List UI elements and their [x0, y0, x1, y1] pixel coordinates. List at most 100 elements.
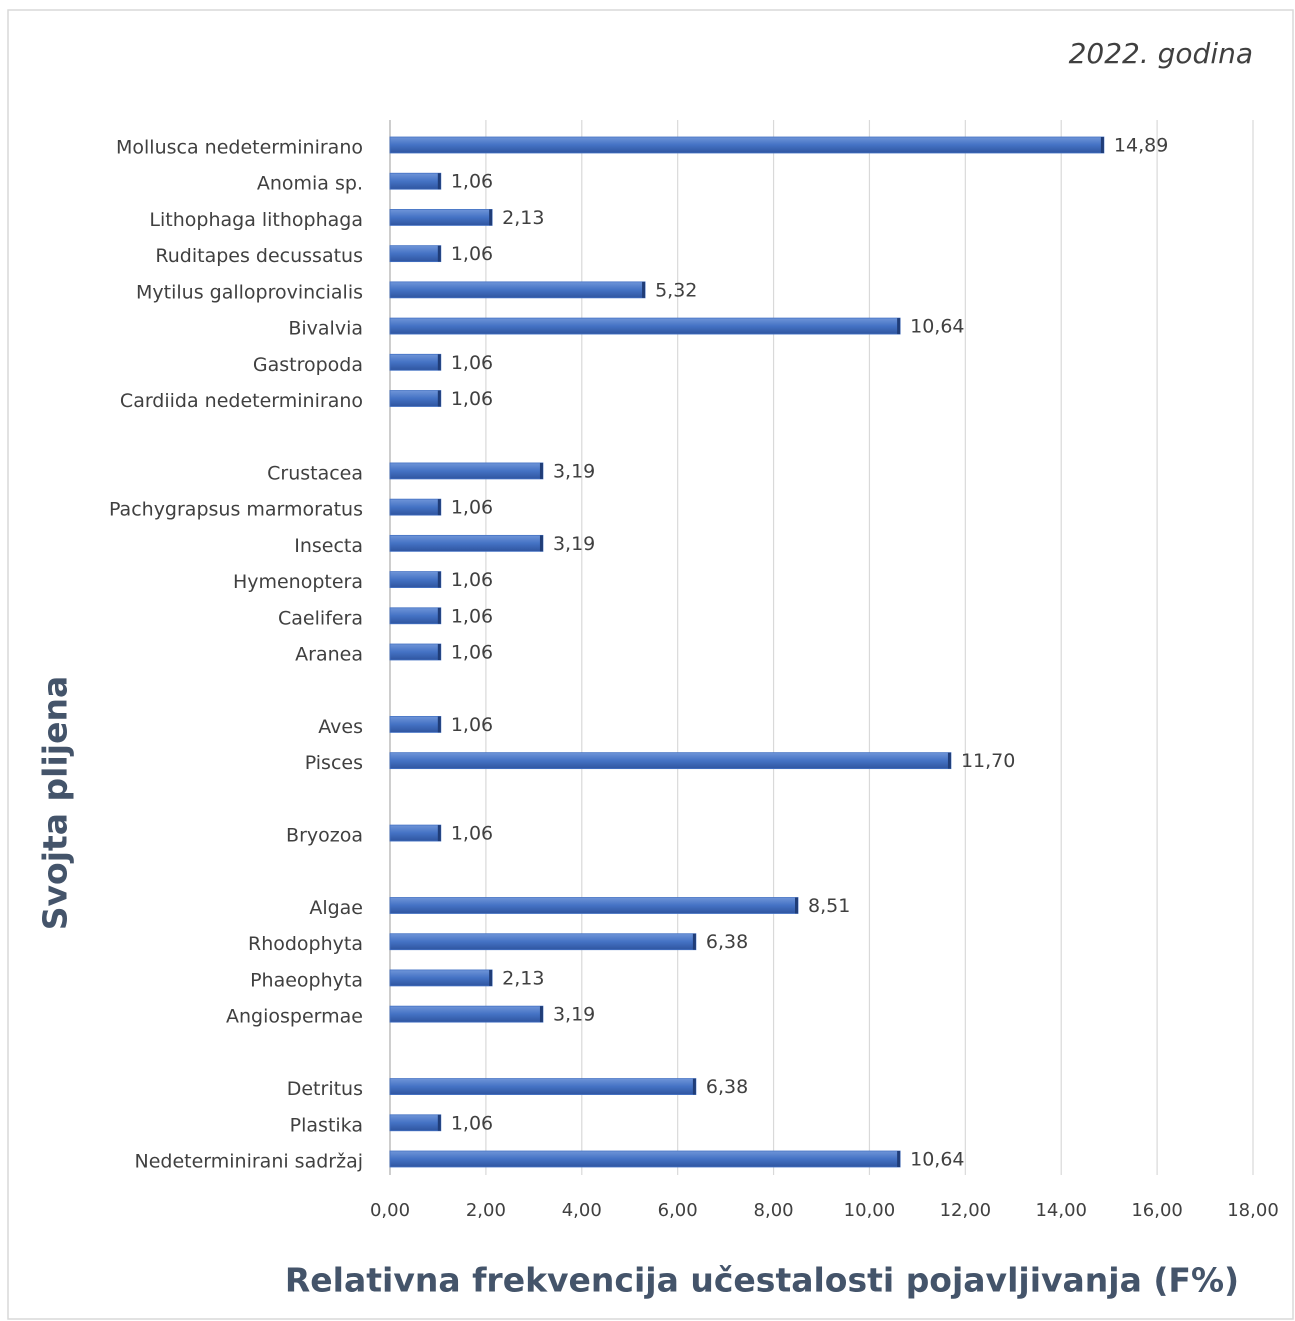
y-tick-label: Plastika	[290, 1114, 363, 1136]
data-label: 1,06	[451, 243, 493, 265]
data-label: 3,19	[553, 1004, 595, 1026]
y-tick-label: Aranea	[295, 644, 363, 666]
bar-edge	[947, 752, 951, 769]
y-tick-label: Lithophaga lithophaga	[149, 209, 363, 231]
y-tick-label: Rhodophyta	[248, 933, 363, 955]
x-tick-label: 4,00	[562, 1200, 602, 1221]
bar	[389, 1114, 442, 1132]
y-tick-label: Cardiida nedeterminirano	[120, 390, 363, 412]
bar	[389, 390, 442, 407]
data-label: 1,06	[451, 569, 493, 591]
data-label: 6,38	[706, 1076, 748, 1098]
y-tick-label: Bivalvia	[288, 318, 363, 340]
bar	[389, 498, 442, 516]
bar-edge	[437, 173, 441, 190]
bar-edge	[437, 825, 441, 842]
data-label: 3,19	[553, 460, 595, 482]
y-tick-label: Bryozoa	[286, 825, 363, 847]
y-tick-label: Angiospermae	[226, 1006, 363, 1028]
x-tick-label: 6,00	[658, 1200, 698, 1221]
data-label: 1,06	[451, 171, 493, 193]
bar	[389, 1078, 697, 1095]
bar-edge	[437, 716, 441, 733]
y-tick-label: Caelifera	[278, 607, 363, 629]
bar-edge	[437, 571, 441, 588]
data-label: 6,38	[706, 931, 748, 953]
bar	[389, 716, 442, 733]
y-tick-label: Hymenoptera	[233, 571, 363, 593]
x-tick-label: 14,00	[1035, 1200, 1087, 1221]
bar	[389, 1150, 901, 1168]
bar	[389, 281, 646, 299]
bar-edge	[489, 969, 493, 986]
data-label: 1,06	[451, 1112, 493, 1134]
data-label: 1,06	[451, 497, 493, 519]
data-label: 11,70	[961, 750, 1015, 772]
x-tick-label: 10,00	[844, 1200, 896, 1221]
bar-edge	[642, 281, 646, 298]
bar	[389, 462, 544, 480]
y-tick-label: Nedeterminirani sadržaj	[134, 1151, 363, 1173]
bar	[389, 897, 799, 914]
data-label: 14,89	[1114, 135, 1168, 157]
bar	[389, 209, 493, 226]
y-tick-label: Crustacea	[267, 462, 363, 484]
bar	[389, 172, 442, 190]
bar-edge	[437, 245, 441, 262]
bar-edge	[897, 1151, 901, 1167]
x-tick-label: 16,00	[1131, 1200, 1183, 1221]
bar	[389, 136, 1105, 154]
bar	[389, 607, 442, 625]
x-axis-title: Relativna frekvencija učestalosti pojavl…	[285, 1261, 1239, 1300]
bar-edge	[692, 1078, 696, 1095]
bar-edge	[437, 354, 441, 371]
x-tick-label: 12,00	[940, 1200, 992, 1221]
bar-edge	[539, 535, 543, 552]
data-label: 1,06	[451, 388, 493, 410]
bar-edge	[539, 462, 543, 479]
chart-title: 2022. godina	[1069, 37, 1253, 70]
data-label: 1,06	[451, 352, 493, 374]
bar-edge	[795, 897, 799, 914]
x-tick-label: 2,00	[466, 1200, 506, 1221]
bar-edge	[437, 1114, 441, 1131]
bar-edge	[1100, 137, 1104, 153]
bar-edge	[437, 390, 441, 407]
y-tick-label: Pisces	[305, 752, 363, 774]
y-tick-label: Mytilus galloprovincialis	[136, 281, 363, 303]
data-label: 5,32	[655, 279, 697, 301]
data-label: 8,51	[808, 895, 850, 917]
x-tick-label: 8,00	[754, 1200, 794, 1221]
chart-border	[7, 9, 1294, 1320]
x-tick-label: 0,00	[370, 1200, 410, 1221]
y-tick-label: Algae	[309, 897, 363, 919]
bar	[389, 571, 442, 588]
y-tick-label: Insecta	[294, 535, 363, 557]
data-label: 1,06	[451, 642, 493, 664]
data-label: 1,06	[451, 823, 493, 845]
y-tick-label: Aves	[318, 716, 363, 738]
bar	[389, 353, 442, 371]
x-tick-label: 18,00	[1227, 1200, 1279, 1221]
y-tick-label: Anomia sp.	[257, 173, 363, 195]
data-label: 10,64	[910, 1149, 964, 1171]
bar-edge	[489, 209, 493, 226]
data-label: 1,06	[451, 605, 493, 627]
bar	[389, 752, 952, 770]
data-label: 1,06	[451, 714, 493, 736]
data-label: 2,13	[502, 967, 544, 989]
y-tick-label: Detritus	[287, 1078, 363, 1100]
bar	[389, 643, 442, 661]
bar-edge	[437, 607, 441, 624]
bar	[389, 1005, 544, 1023]
bar	[389, 824, 442, 842]
bar-edge	[437, 499, 441, 516]
y-tick-label: Pachygrapsus marmoratus	[109, 499, 363, 521]
bar-edge	[692, 933, 696, 950]
data-label: 3,19	[553, 533, 595, 555]
y-tick-label: Mollusca nedeterminirano	[116, 137, 363, 159]
y-tick-label: Ruditapes decussatus	[155, 245, 363, 267]
data-label: 2,13	[502, 207, 544, 229]
bar-edge	[897, 318, 901, 335]
